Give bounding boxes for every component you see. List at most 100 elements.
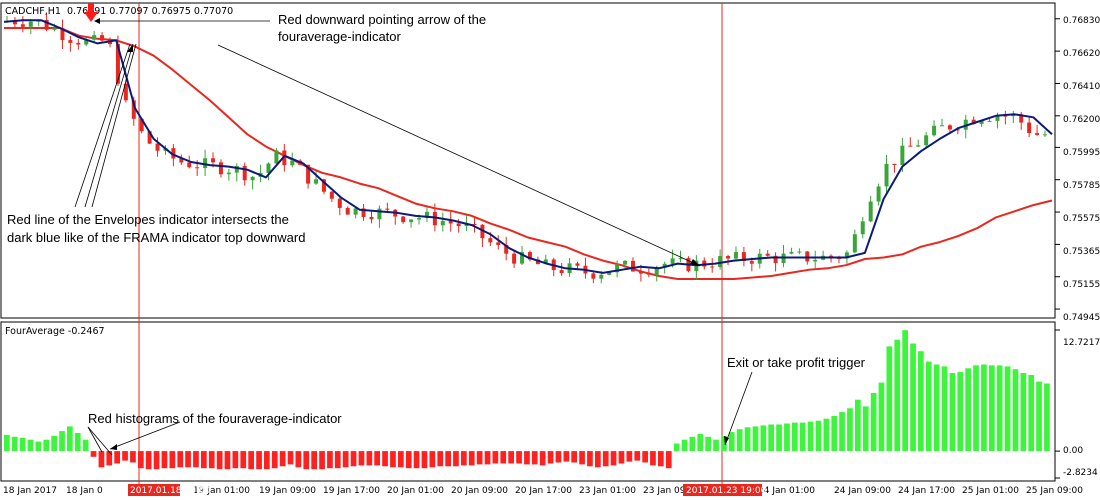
candle-body <box>630 260 635 272</box>
histogram-bar <box>51 435 57 452</box>
histogram-bar <box>398 451 404 468</box>
candle-body <box>242 165 247 181</box>
histogram-bar <box>492 451 499 464</box>
time-tick-label: 23 Jan 09 <box>643 486 686 496</box>
candle-body <box>924 135 929 146</box>
histogram-bar <box>193 451 199 468</box>
candle-body <box>20 24 25 27</box>
price-tick-label: 0.76620 <box>1063 49 1100 59</box>
histogram-bar <box>19 437 26 452</box>
candle-body <box>868 201 873 222</box>
candle-body <box>226 172 231 175</box>
histogram-bar <box>862 406 869 452</box>
candle-body <box>250 176 255 181</box>
histogram-bar <box>445 451 451 467</box>
histogram-bar <box>516 451 522 464</box>
histogram-bar <box>43 439 50 452</box>
histogram-bar <box>531 451 538 465</box>
candle-body <box>329 191 334 199</box>
candle-body <box>218 162 223 175</box>
annotation-arrow-line2: fouraverage-indicator <box>278 29 402 44</box>
histogram-bar <box>752 426 759 452</box>
histogram-bar <box>248 451 254 470</box>
histogram-bar <box>453 451 459 467</box>
candle-body <box>1035 133 1040 135</box>
histogram-bar <box>886 346 893 452</box>
histogram-bar <box>287 451 294 465</box>
candle-body <box>28 21 33 27</box>
candle-body <box>1019 114 1024 123</box>
candle-body <box>306 164 311 184</box>
histogram-bar <box>177 451 184 468</box>
candle-body <box>678 258 683 260</box>
histogram-bar <box>792 422 798 452</box>
annotation-envelope-line1: Red line of the Envelopes indicator inte… <box>7 212 289 227</box>
histogram-bar <box>264 451 270 470</box>
price-tick-label: 0.75365 <box>1063 247 1100 257</box>
histogram-bar <box>941 366 948 452</box>
candle-body <box>139 118 144 132</box>
histogram-bar <box>705 436 711 452</box>
histogram-bar <box>169 451 176 469</box>
candle-body <box>860 221 865 235</box>
candle-body <box>646 273 651 275</box>
candle-body <box>417 218 422 220</box>
histogram-bar <box>610 451 617 466</box>
time-tick-label: 25 Jan 09:00 <box>1026 486 1083 496</box>
histogram-bar <box>279 451 286 467</box>
price-tick-label: 0.76830 <box>1063 16 1100 26</box>
histogram-bar <box>618 451 625 464</box>
candle-body <box>615 264 620 273</box>
histogram-bar <box>4 434 10 452</box>
candle-body <box>464 223 469 227</box>
histogram-bar <box>240 451 247 469</box>
candle-body <box>575 263 580 266</box>
candle-body <box>670 258 675 264</box>
candle-body <box>195 167 200 169</box>
candle-body <box>932 125 937 136</box>
histogram-bar <box>1004 366 1011 452</box>
candle-body <box>100 35 105 41</box>
histogram-bar <box>658 451 664 467</box>
histogram-bar <box>114 451 120 464</box>
histogram-bar <box>476 451 483 465</box>
histogram-bar <box>27 439 34 452</box>
candle-body <box>409 219 414 223</box>
histogram-bar <box>153 451 160 470</box>
candle-body <box>337 198 342 208</box>
price-tick-label: 0.74945 <box>1063 313 1100 323</box>
indicator-axis-ticks <box>1055 329 1060 479</box>
histogram-bar <box>855 399 861 452</box>
histogram-bar <box>547 451 554 464</box>
candle-body <box>290 160 295 166</box>
histogram-bar <box>98 451 105 468</box>
candle-body <box>321 179 326 192</box>
candle-body <box>726 256 731 259</box>
candle-body <box>765 253 770 256</box>
histogram-bar <box>67 426 73 452</box>
histogram-bar <box>539 451 546 466</box>
candle-body <box>789 251 794 254</box>
histogram-bar <box>595 451 601 468</box>
time-marker-exit: 2017.01.23 19:00 <box>686 486 767 496</box>
candle-body <box>797 251 802 253</box>
candle-body <box>844 252 849 259</box>
price-axis-ticks <box>1055 18 1060 310</box>
candle-body <box>718 256 723 268</box>
candle-body <box>543 259 548 265</box>
candle-body <box>1043 134 1047 136</box>
histogram-bar <box>421 451 428 469</box>
candle-body <box>852 234 857 253</box>
histogram-bar <box>815 420 822 452</box>
histogram-bar <box>910 343 916 452</box>
price-panel <box>0 2 1056 319</box>
histogram-bar <box>334 451 341 469</box>
histogram-bar <box>555 451 562 463</box>
candle-body <box>971 119 976 124</box>
histogram-bar <box>807 421 814 452</box>
candle-body <box>385 208 390 210</box>
annotation-histogram: Red histograms of the fouraverage-indica… <box>88 411 342 426</box>
histogram-bar <box>11 436 18 452</box>
histogram-bar <box>973 365 979 452</box>
histogram-bar <box>571 451 577 463</box>
